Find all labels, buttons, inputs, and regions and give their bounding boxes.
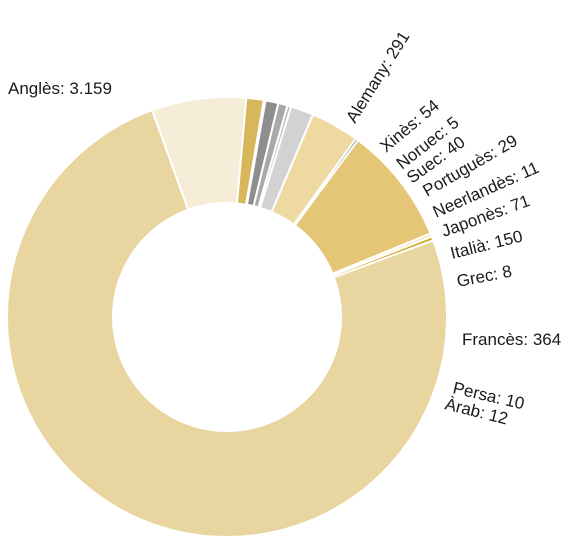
slice-label-1: Alemany: 291 [342,28,413,126]
pie-slice-12 [331,235,435,279]
slice-label-9: Grec: 8 [455,262,513,291]
pie-slice-0 [6,108,448,536]
slice-label-0: Anglès: 3.159 [8,79,112,98]
slices-group [6,96,448,536]
slice-label-10: Francès: 364 [462,330,561,349]
